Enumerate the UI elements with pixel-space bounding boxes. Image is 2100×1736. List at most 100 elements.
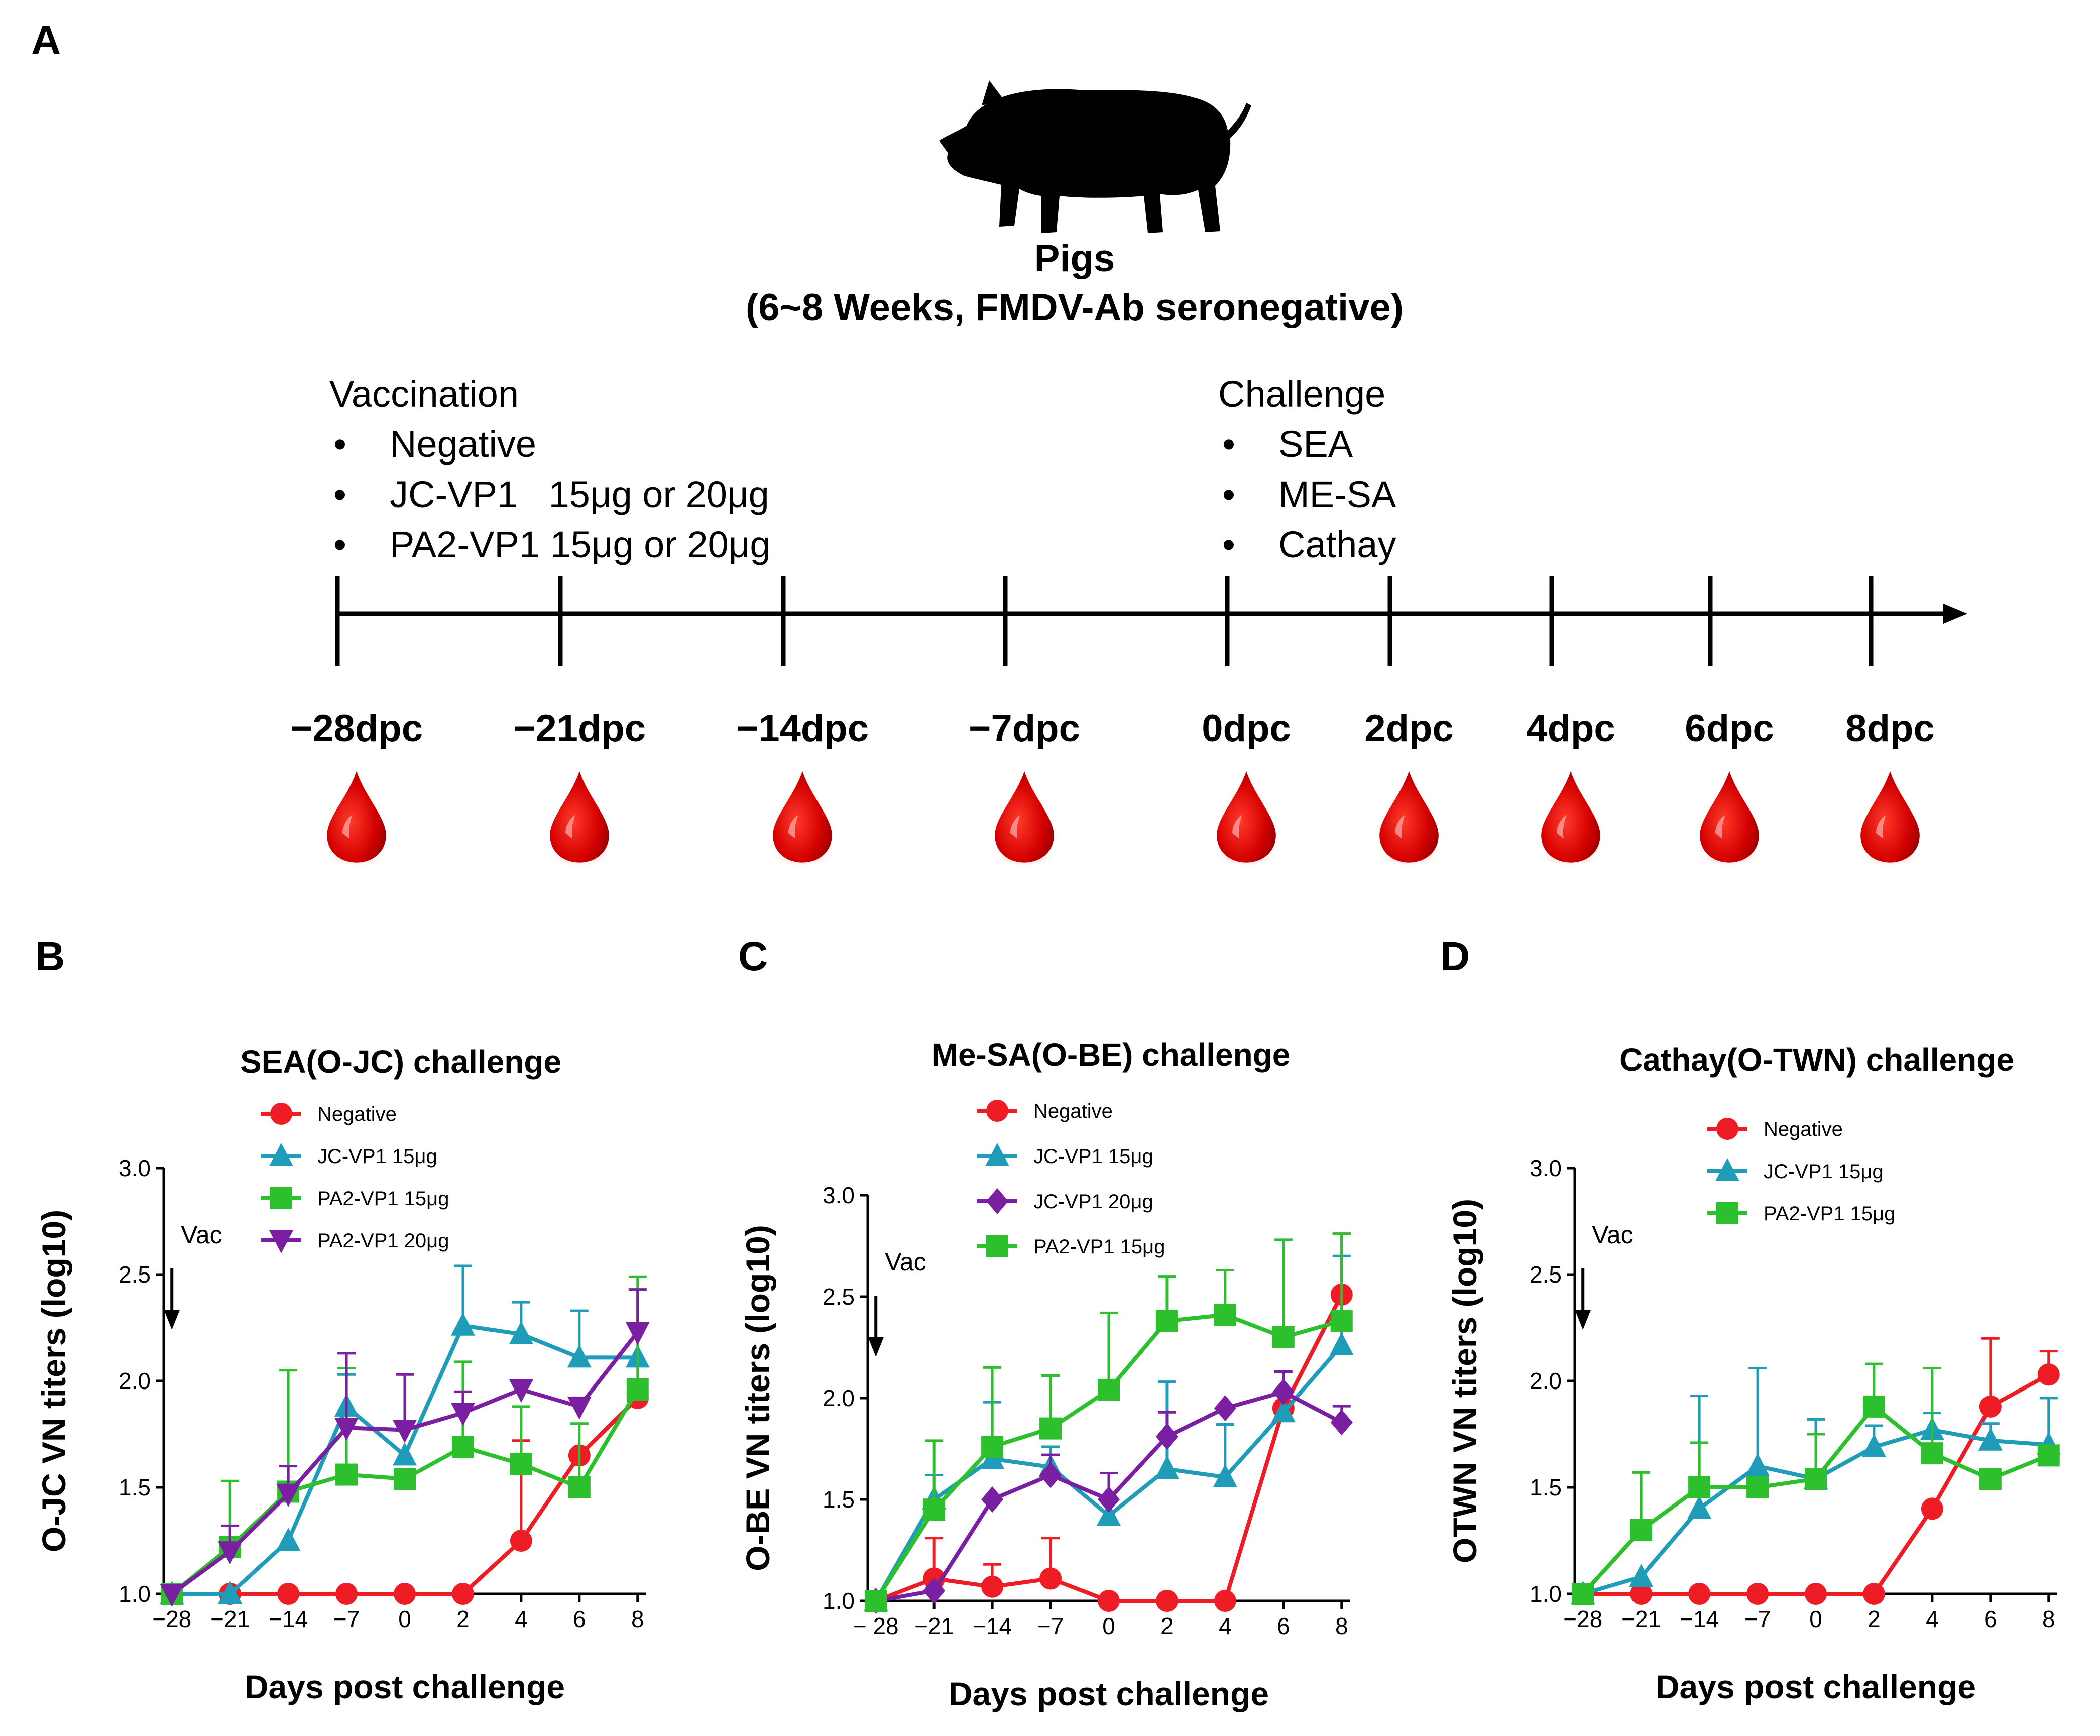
y-tick-label: 3.0 [1530,1155,1562,1181]
data-point [981,1575,1004,1598]
timeline-arrowhead [1943,604,1967,624]
data-point [1716,1118,1738,1140]
chart-d: Cathay(O-TWN) challenge 1.0 1.5 2.0 2.5 3.0 −2… [1446,1041,2061,1705]
data-point [1688,1476,1711,1498]
x-tick-label: 6 [1277,1613,1290,1639]
timeline-label: −7dpc [969,707,1080,750]
y-tick-label: 2.5 [119,1261,151,1288]
data-point [1921,1442,1943,1465]
timeline-label: 8dpc [1845,707,1934,750]
data-point [334,1418,359,1441]
data-point [1330,1310,1353,1332]
vac-arrow-head [868,1337,884,1357]
legend-entry: JC-VP1 15μg [1707,1158,1884,1183]
data-point [1330,1409,1353,1436]
data-point [510,1530,532,1552]
data-point [1745,1453,1770,1476]
vaccination-bullet: • [333,474,346,515]
data-point [568,1476,591,1498]
blood-drop-icon [547,771,612,867]
chart-b: SEA(O-JC) challenge 1.0 1.5 2.0 2.5 3.0 −28 −21… [35,1044,650,1705]
data-point [981,1486,1004,1513]
data-point [1098,1378,1120,1401]
x-tick-label: −7 [1037,1613,1064,1639]
legend-entry: PA2-VP1 15μg [1707,1202,1895,1225]
data-point [1746,1583,1769,1605]
data-point [1098,1590,1120,1612]
challenge-item: ME-SA [1278,474,1396,515]
data-point [1272,1326,1295,1348]
data-point [1098,1486,1120,1513]
vaccination-item: PA2-VP1 15μg or 20μg [390,524,771,565]
data-point [277,1583,300,1605]
y-tick-label: 1.5 [1530,1474,1562,1500]
panel-c: C Me-SA(O-BE) challenge 1.0 1.5 2.0 2.5 3.0 − … [738,934,1354,1712]
x-tick-label: 8 [631,1606,644,1632]
legend-label: PA2-VP1 20μg [317,1230,449,1252]
data-point [981,1435,1004,1458]
data-point [1271,1399,1296,1423]
legend-entry: JC-VP1 15μg [977,1143,1153,1168]
data-point [1630,1583,1653,1605]
timeline-label: 6dpc [1685,707,1774,750]
data-point [1746,1476,1769,1498]
data-point [1715,1158,1739,1181]
vaccination-item: Negative [390,423,536,465]
data-point [1861,1434,1886,1457]
blood-drop-icon [1376,771,1442,867]
panel-b-letter: B [35,934,65,979]
data-point [270,1187,292,1209]
x-tick-label: 8 [2042,1606,2055,1632]
timeline-label: 2dpc [1364,707,1453,750]
timeline-label: 4dpc [1526,707,1615,750]
data-point [394,1583,416,1605]
data-point [510,1453,532,1475]
x-tick-label: −21 [210,1606,250,1632]
data-point [1155,1590,1178,1612]
y-tick-label: 1.5 [119,1474,151,1500]
legend-label: PA2-VP1 15μg [1033,1236,1165,1258]
panel-a: A Pigs (6~8 Weeks, FMDV-Ab seronegative)… [31,18,1967,867]
challenge-bullet: • [1222,474,1235,515]
y-axis-label: O-JC VN titers (log10) [35,1210,72,1552]
data-point [625,1322,650,1345]
data-point [1978,1427,2003,1451]
x-tick-label: −21 [1621,1606,1661,1632]
y-tick-label: 2.5 [1530,1261,1562,1288]
data-point [160,1584,184,1607]
vac-annotation: Vac [1592,1221,1633,1249]
data-point [1862,1395,1885,1418]
series-pa2-vp1-15-g [1572,1362,2060,1605]
data-point [923,1498,946,1521]
x-tick-label: 4 [515,1606,528,1632]
challenge-bullet: • [1222,423,1235,465]
timeline: −28dpc −21dpc −14dpc −7dpc 0dpc 2dpc 4dpc 6dpc 8… [290,576,1967,867]
chart-title: Me-SA(O-BE) challenge [931,1036,1291,1073]
vac-annotation: Vac [181,1221,222,1249]
x-tick-label: −14 [269,1606,308,1632]
x-tick-label: 0 [1102,1613,1115,1639]
data-point [986,1188,1008,1214]
timeline-label: −14dpc [736,707,869,750]
vaccination-heading: Vaccination [329,373,519,415]
chart-title: SEA(O-JC) challenge [240,1044,561,1080]
data-point [567,1344,592,1368]
y-tick-label: 1.0 [1530,1581,1562,1607]
blood-drop-icon [992,771,1057,867]
data-point [985,1143,1009,1166]
legend-entry: Negative [261,1103,397,1125]
data-point [1629,1564,1654,1587]
data-point [276,1483,301,1507]
data-point [1272,1378,1295,1405]
data-point [986,1100,1008,1122]
panel-c-letter: C [738,934,768,979]
data-point [1213,1464,1237,1487]
panel-a-letter: A [31,18,61,63]
challenge-bullet: • [1222,524,1235,565]
series-negative [865,1232,1353,1612]
data-point [394,1468,416,1490]
x-tick-label: 2 [456,1606,470,1632]
data-point [1921,1497,1943,1520]
legend-label: Negative [1764,1118,1843,1140]
timeline-label: −28dpc [290,707,423,750]
